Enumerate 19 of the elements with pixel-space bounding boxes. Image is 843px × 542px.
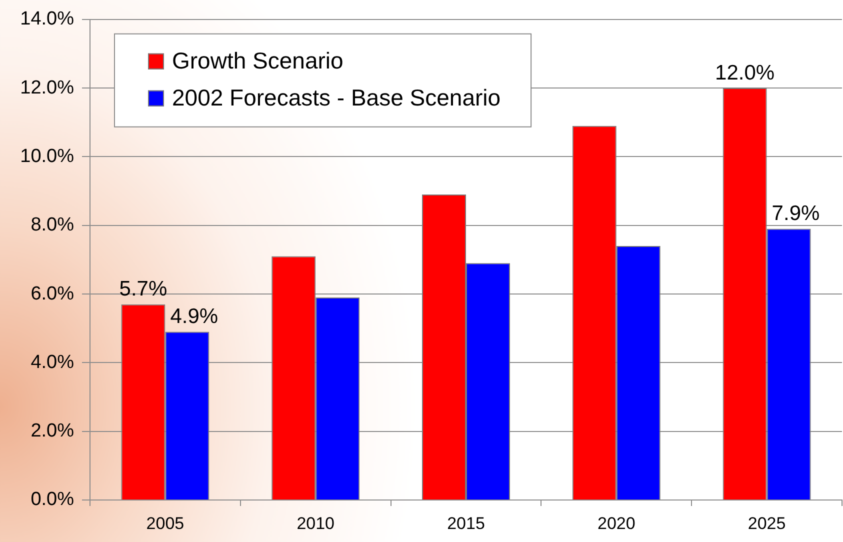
x-tick-label: 2010: [296, 514, 335, 533]
data-label: 12.0%: [715, 61, 775, 84]
data-label: 5.7%: [119, 278, 168, 301]
x-tick-label: 2020: [597, 514, 636, 533]
y-tick-label: 8.0%: [30, 214, 74, 236]
legend-label: 2002 Forecasts - Base Scenario: [172, 84, 501, 111]
y-tick-label: 6.0%: [30, 283, 74, 304]
x-tick-label: 2005: [146, 514, 184, 533]
data-label: 7.9%: [772, 202, 820, 226]
y-tick-label: 10.0%: [20, 146, 74, 167]
legend-label: Growth Scenario: [172, 48, 344, 74]
y-tick-label: 4.0%: [30, 352, 74, 373]
y-tick-label: 0.0%: [30, 489, 74, 510]
x-tick-label: 2015: [447, 514, 485, 533]
y-tick-label: 14.0%: [20, 8, 74, 30]
x-tick-label: 2025: [748, 514, 786, 533]
y-tick-label: 12.0%: [20, 77, 74, 98]
y-tick-label: 2.0%: [30, 420, 74, 442]
data-label: 4.9%: [170, 305, 218, 328]
